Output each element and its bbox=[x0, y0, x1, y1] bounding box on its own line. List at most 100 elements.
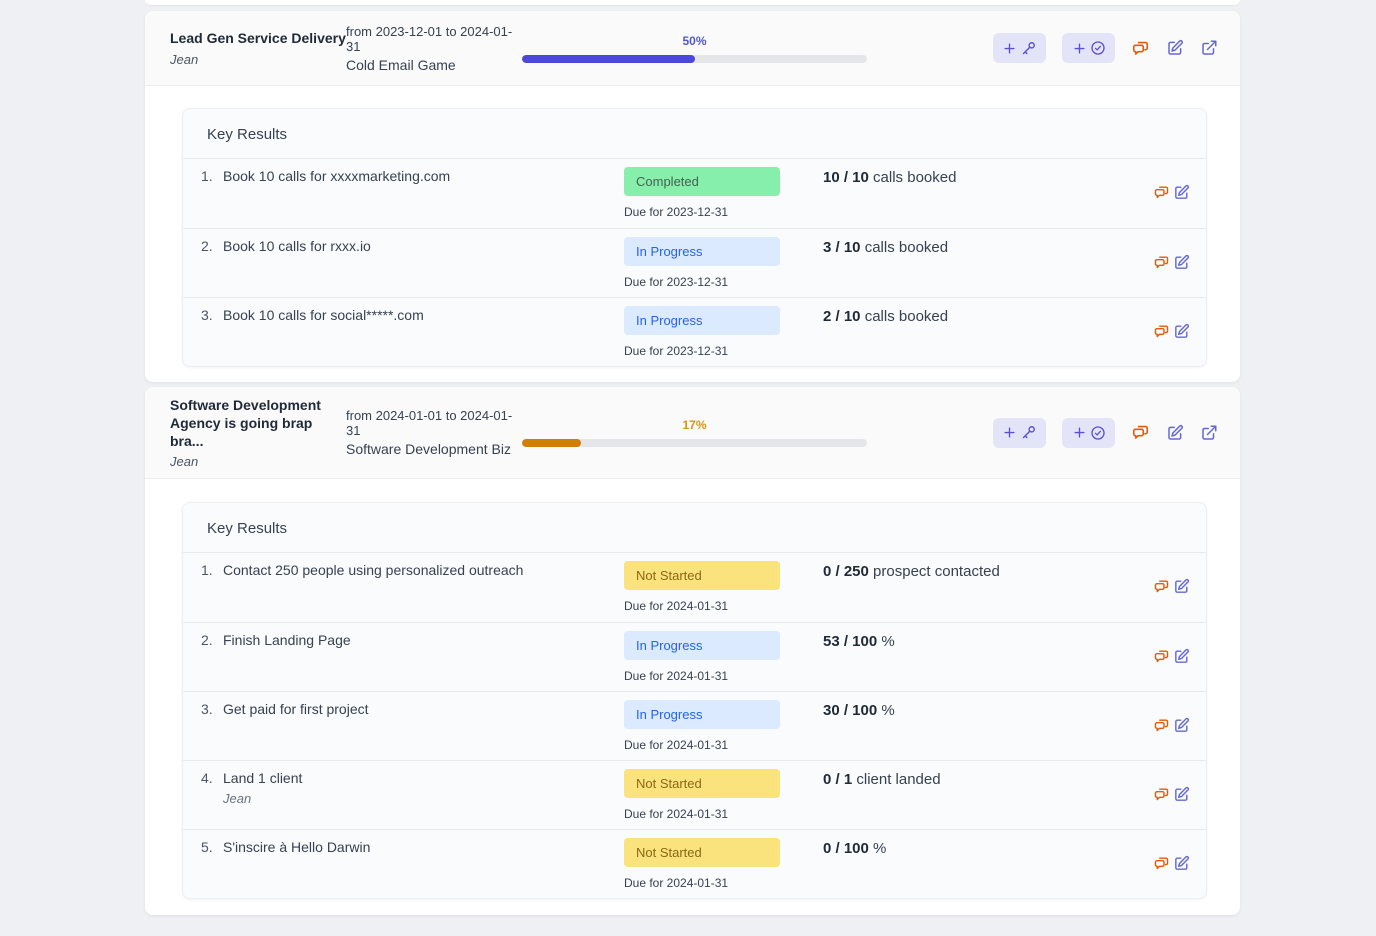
checkin-chat-icon[interactable] bbox=[1153, 786, 1170, 803]
external-link-icon[interactable] bbox=[1200, 39, 1218, 57]
checkin-chat-icon[interactable] bbox=[1153, 323, 1170, 340]
key-result-index: 4. bbox=[201, 770, 213, 786]
key-result-progress-cell: 2 / 10 calls booked bbox=[823, 306, 1153, 366]
objective-progress: 17% bbox=[522, 418, 867, 447]
due-date: Due for 2024-01-31 bbox=[624, 876, 729, 890]
add-checkin-button[interactable] bbox=[1062, 33, 1115, 63]
chat-icon[interactable] bbox=[1131, 39, 1150, 58]
edit-icon[interactable] bbox=[1173, 717, 1190, 734]
check-circle-icon bbox=[1090, 40, 1106, 56]
status-badge: Completed bbox=[624, 167, 780, 196]
checkin-chat-icon[interactable] bbox=[1153, 648, 1170, 665]
progress-percent-label: 17% bbox=[682, 418, 707, 432]
check-circle-icon bbox=[1090, 425, 1106, 441]
key-result-progress-cell: 0 / 250 prospect contacted bbox=[823, 561, 1153, 622]
progress-unit: calls booked bbox=[873, 169, 957, 186]
key-result-row: 3. Get paid for first project In Progres… bbox=[183, 691, 1206, 760]
objective-title-block: Lead Gen Service Delivery Jean bbox=[170, 29, 346, 66]
objective-title: Software Development Agency is going bra… bbox=[170, 396, 321, 450]
key-result-title: Book 10 calls for rxxx.io bbox=[223, 238, 371, 254]
checkin-chat-icon[interactable] bbox=[1153, 254, 1170, 271]
key-result-owner: Jean bbox=[223, 791, 252, 806]
key-result-index: 2. bbox=[201, 632, 213, 648]
status-badge: Not Started bbox=[624, 769, 780, 798]
key-result-progress-cell: 3 / 10 calls booked bbox=[823, 237, 1153, 297]
plus-icon bbox=[1072, 425, 1087, 440]
objective-card: Lead Gen Service Delivery Jean from 2023… bbox=[145, 11, 1240, 382]
key-result-actions bbox=[1153, 648, 1190, 691]
objective-title: Lead Gen Service Delivery bbox=[170, 30, 346, 47]
progress-value: 0 / 250 bbox=[823, 563, 869, 580]
key-result-row: 5. S'inscire à Hello Darwin Not Started … bbox=[183, 829, 1206, 898]
key-result-actions bbox=[1153, 323, 1190, 366]
progress-bar bbox=[522, 54, 867, 63]
key-result-main: 1. Book 10 calls for xxxxmarketing.com bbox=[201, 167, 624, 228]
edit-icon[interactable] bbox=[1173, 648, 1190, 665]
key-icon bbox=[1020, 40, 1037, 57]
edit-icon[interactable] bbox=[1173, 254, 1190, 271]
edit-icon[interactable] bbox=[1173, 578, 1190, 595]
key-result-main: 3. Get paid for first project bbox=[201, 700, 624, 760]
key-result-actions bbox=[1153, 717, 1190, 760]
objectives-list: Lead Gen Service Delivery Jean from 2023… bbox=[145, 0, 1240, 915]
progress-unit: client landed bbox=[856, 771, 941, 788]
key-result-actions bbox=[1153, 578, 1190, 622]
key-results-heading: Key Results bbox=[183, 109, 1206, 159]
key-result-main: 2. Book 10 calls for rxxx.io bbox=[201, 237, 624, 297]
progress-bar-fill bbox=[522, 54, 695, 63]
objective-date-range: from 2023-12-01 to 2024-01-31 bbox=[346, 23, 513, 54]
due-date: Due for 2023-12-31 bbox=[624, 205, 729, 219]
due-date: Due for 2023-12-31 bbox=[624, 344, 729, 358]
checkin-chat-icon[interactable] bbox=[1153, 184, 1170, 201]
objective-date-block: from 2024-01-01 to 2024-01-31 Software D… bbox=[346, 408, 522, 457]
objective-workspace: Software Development Biz bbox=[346, 441, 511, 457]
objective-body: Key Results 1. Book 10 calls for xxxxmar… bbox=[145, 86, 1240, 382]
key-result-main: 2. Finish Landing Page bbox=[201, 631, 624, 691]
due-date: Due for 2024-01-31 bbox=[624, 669, 729, 683]
key-result-actions bbox=[1153, 786, 1190, 829]
progress-unit: % bbox=[873, 840, 887, 857]
progress-unit: calls booked bbox=[864, 239, 949, 256]
key-result-row: 3. Book 10 calls for social*****.com In … bbox=[183, 297, 1206, 366]
progress-value: 3 / 10 bbox=[823, 239, 861, 256]
edit-icon[interactable] bbox=[1173, 323, 1190, 340]
key-result-actions bbox=[1153, 184, 1190, 228]
key-result-progress-cell: 0 / 100 % bbox=[823, 838, 1153, 898]
key-result-title: Finish Landing Page bbox=[223, 632, 351, 648]
key-result-index: 3. bbox=[201, 701, 213, 717]
external-link-icon[interactable] bbox=[1200, 424, 1218, 442]
key-result-row: 1. Book 10 calls for xxxxmarketing.com C… bbox=[183, 159, 1206, 228]
objective-progress: 50% bbox=[522, 34, 867, 63]
edit-icon[interactable] bbox=[1173, 786, 1190, 803]
key-result-index: 1. bbox=[201, 168, 213, 184]
edit-icon[interactable] bbox=[1173, 855, 1190, 872]
add-key-result-button[interactable] bbox=[993, 417, 1046, 448]
edit-icon[interactable] bbox=[1173, 184, 1190, 201]
objective-workspace: Cold Email Game bbox=[346, 56, 456, 73]
key-result-title: Book 10 calls for social*****.com bbox=[223, 307, 424, 323]
plus-icon bbox=[1002, 41, 1017, 56]
objective-owner: Jean bbox=[170, 454, 199, 470]
objective-header[interactable]: Lead Gen Service Delivery Jean from 2023… bbox=[145, 11, 1240, 86]
objective-header[interactable]: Software Development Agency is going bra… bbox=[145, 387, 1240, 479]
checkin-chat-icon[interactable] bbox=[1153, 578, 1170, 595]
key-result-progress-cell: 53 / 100 % bbox=[823, 631, 1153, 691]
key-result-title: Contact 250 people using personalized ou… bbox=[223, 562, 524, 578]
objective-title-block: Software Development Agency is going bra… bbox=[170, 396, 346, 470]
edit-icon[interactable] bbox=[1166, 424, 1184, 442]
key-result-main: 3. Book 10 calls for social*****.com bbox=[201, 306, 624, 366]
objective-body: Key Results 1. Contact 250 people using … bbox=[145, 479, 1240, 915]
checkin-chat-icon[interactable] bbox=[1153, 717, 1170, 734]
key-result-status-cell: In Progress Due for 2023-12-31 bbox=[624, 237, 823, 297]
checkin-chat-icon[interactable] bbox=[1153, 855, 1170, 872]
progress-value: 0 / 1 bbox=[823, 771, 853, 788]
objective-owner: Jean bbox=[170, 51, 199, 67]
progress-value: 30 / 100 bbox=[823, 702, 878, 719]
chat-icon[interactable] bbox=[1131, 423, 1150, 442]
edit-icon[interactable] bbox=[1166, 39, 1184, 57]
add-checkin-button[interactable] bbox=[1062, 417, 1115, 448]
add-key-result-button[interactable] bbox=[993, 33, 1046, 63]
status-badge: In Progress bbox=[624, 631, 780, 660]
objective-date-block: from 2023-12-01 to 2024-01-31 Cold Email… bbox=[346, 24, 522, 73]
progress-unit: % bbox=[881, 702, 895, 719]
